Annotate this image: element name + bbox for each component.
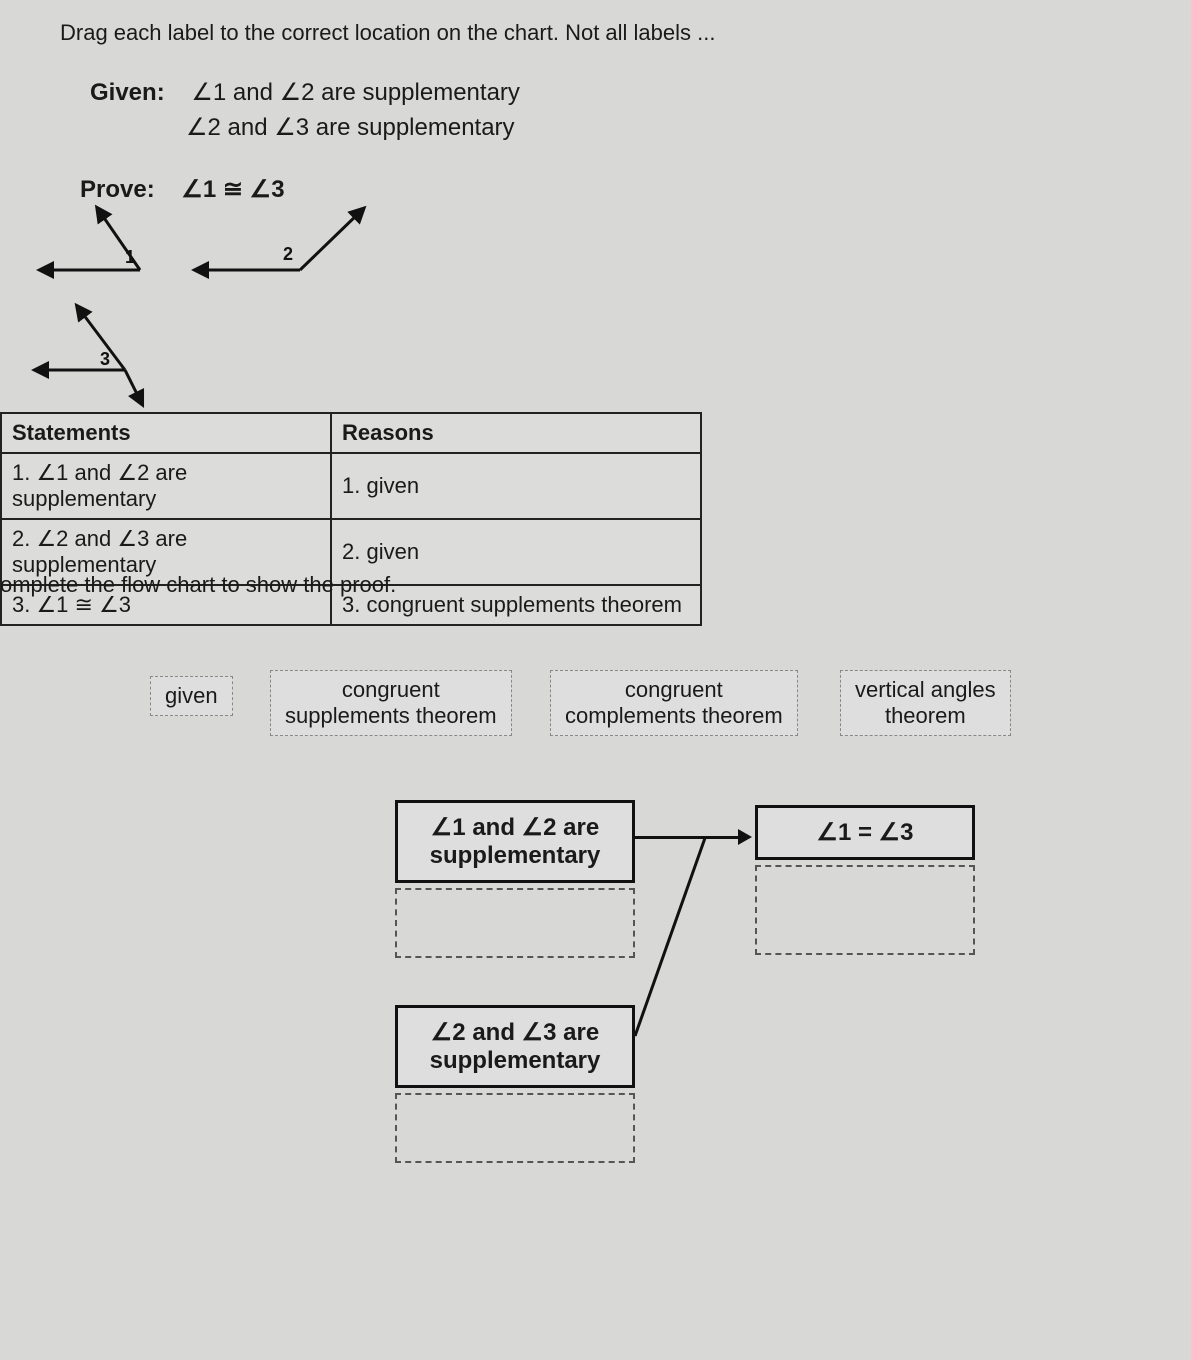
svg-text:3: 3	[100, 349, 110, 369]
instruction-text: Drag each label to the correct location …	[60, 20, 715, 46]
flow-instruction: omplete the flow chart to show the proof…	[0, 572, 396, 598]
given-line-1: ∠1 and ∠2 are supplementary	[191, 79, 520, 106]
drop-zone-2[interactable]	[395, 1093, 635, 1163]
svg-text:1: 1	[125, 247, 135, 267]
drag-label-congruent-complements[interactable]: congruent complements theorem	[550, 670, 798, 736]
table-row: 1. ∠1 and ∠2 are supplementary 1. given	[1, 453, 701, 519]
header-reasons: Reasons	[331, 413, 701, 453]
drag-label-congruent-supplements[interactable]: congruent supplements theorem	[270, 670, 512, 736]
drop-zone-1[interactable]	[395, 888, 635, 958]
angle-diagram: 1 2 3	[25, 200, 385, 410]
drag-label-vertical-angles[interactable]: vertical angles theorem	[840, 670, 1011, 736]
given-block: Given: ∠1 and ∠2 are supplementary ∠2 an…	[90, 78, 520, 148]
prove-statement: ∠1 ≅ ∠3	[181, 176, 284, 203]
header-statements: Statements	[1, 413, 331, 453]
flow-box-2: ∠2 and ∠3 are supplementary	[395, 1005, 635, 1088]
given-label: Given:	[90, 79, 165, 106]
worksheet-page: Drag each label to the correct location …	[0, 0, 1191, 1360]
connector-line	[635, 836, 755, 1046]
given-line-2: ∠2 and ∠3 are supplementary	[186, 114, 515, 141]
drop-zone-3[interactable]	[755, 865, 975, 955]
flow-box-1: ∠1 and ∠2 are supplementary	[395, 800, 635, 883]
drag-label-given[interactable]: given	[150, 676, 233, 716]
flow-box-3: ∠1 = ∠3	[755, 805, 975, 860]
prove-label: Prove:	[80, 176, 155, 203]
statement-cell: 1. ∠1 and ∠2 are supplementary	[1, 453, 331, 519]
svg-text:2: 2	[283, 244, 293, 264]
reason-cell: 1. given	[331, 453, 701, 519]
